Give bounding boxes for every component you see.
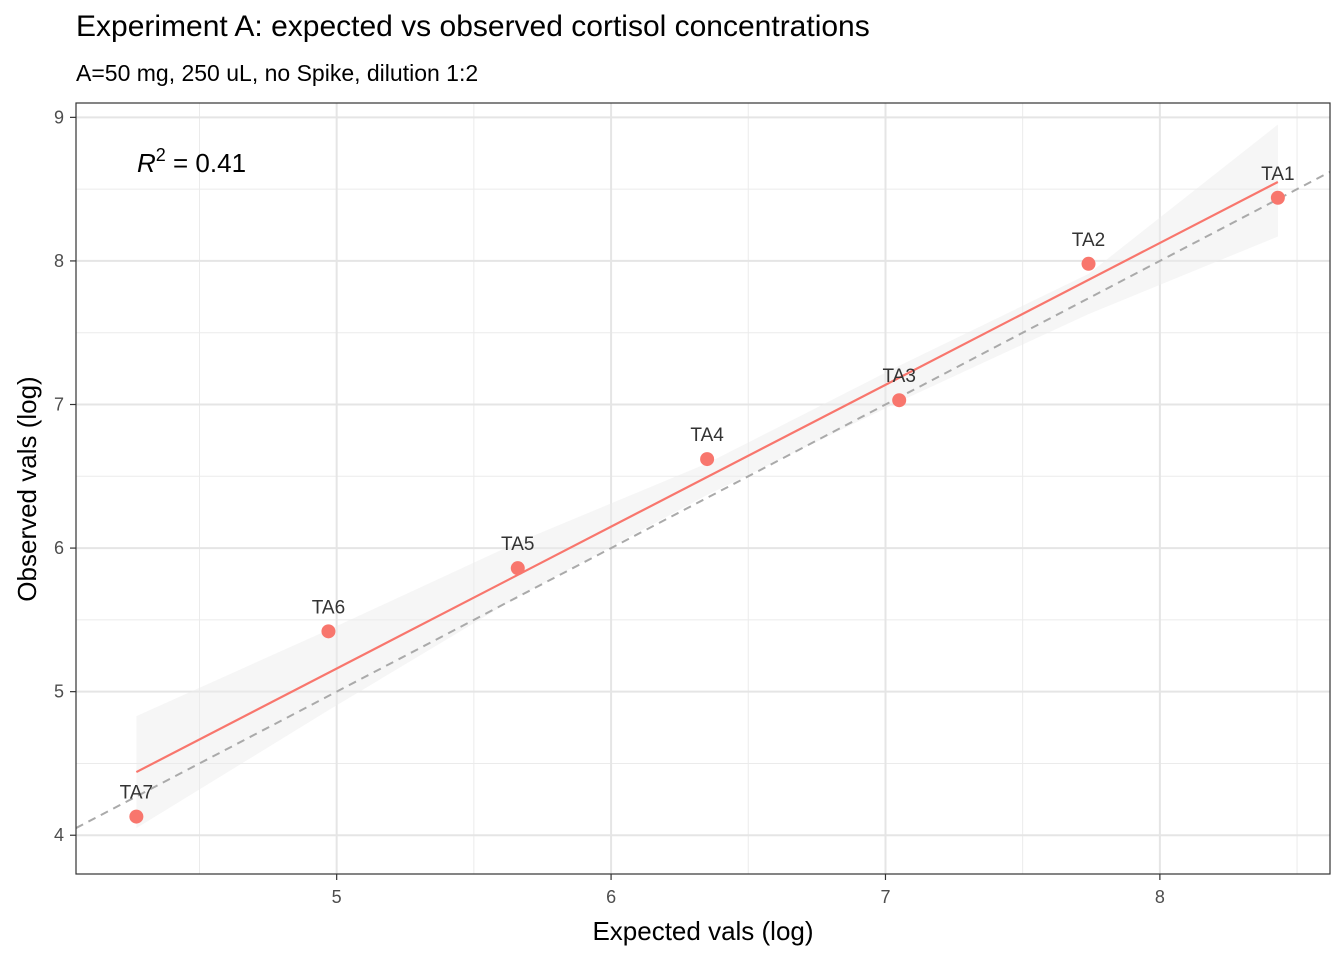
point-label: TA2: [1072, 230, 1105, 251]
y-axis-ticks: 4 5 6 7 8 9: [54, 107, 76, 845]
y-axis-title: Observed vals (log): [12, 376, 42, 601]
y-tick-label: 4: [54, 825, 64, 845]
r-squared-annotation: R2 = 0.41: [137, 145, 246, 178]
point-label: TA3: [882, 366, 915, 387]
data-point: [1270, 190, 1285, 205]
r2-symbol: R: [137, 148, 156, 178]
data-point: [892, 393, 907, 408]
point-label: TA5: [501, 534, 534, 555]
reference-line: [76, 171, 1330, 829]
panel-border: [75, 102, 1331, 875]
x-tick-label: 7: [880, 887, 890, 907]
data-point: [510, 561, 525, 576]
y-tick-label: 9: [54, 107, 64, 127]
data-point: [321, 624, 336, 639]
y-tick-label: 7: [54, 395, 64, 415]
y-tick-label: 6: [54, 538, 64, 558]
point-label: TA7: [120, 783, 153, 804]
x-tick-label: 6: [606, 887, 616, 907]
chart-subtitle: A=50 mg, 250 uL, no Spike, dilution 1:2: [76, 60, 479, 86]
point-label: TA4: [690, 425, 724, 446]
point-label: TA6: [312, 597, 345, 618]
major-gridlines: [76, 103, 1330, 874]
data-points: [129, 190, 1285, 824]
r2-value: = 0.41: [166, 148, 246, 178]
r2-exponent: 2: [156, 145, 166, 165]
data-point: [129, 809, 144, 824]
x-tick-label: 8: [1155, 887, 1165, 907]
point-labels: TA1 TA2 TA3 TA4 TA5 TA6 TA7: [120, 164, 1295, 804]
x-axis-ticks: 5 6 7 8: [332, 874, 1165, 907]
minor-gridlines: [76, 103, 1330, 874]
data-point: [1081, 256, 1096, 271]
data-point: [700, 452, 715, 467]
fit-line: [135, 180, 1279, 774]
x-axis-title: Expected vals (log): [592, 916, 813, 946]
y-tick-label: 8: [54, 251, 64, 271]
point-label: TA1: [1261, 164, 1294, 185]
x-tick-label: 5: [332, 887, 342, 907]
y-tick-label: 5: [54, 682, 64, 702]
chart-title: Experiment A: expected vs observed corti…: [76, 10, 870, 43]
